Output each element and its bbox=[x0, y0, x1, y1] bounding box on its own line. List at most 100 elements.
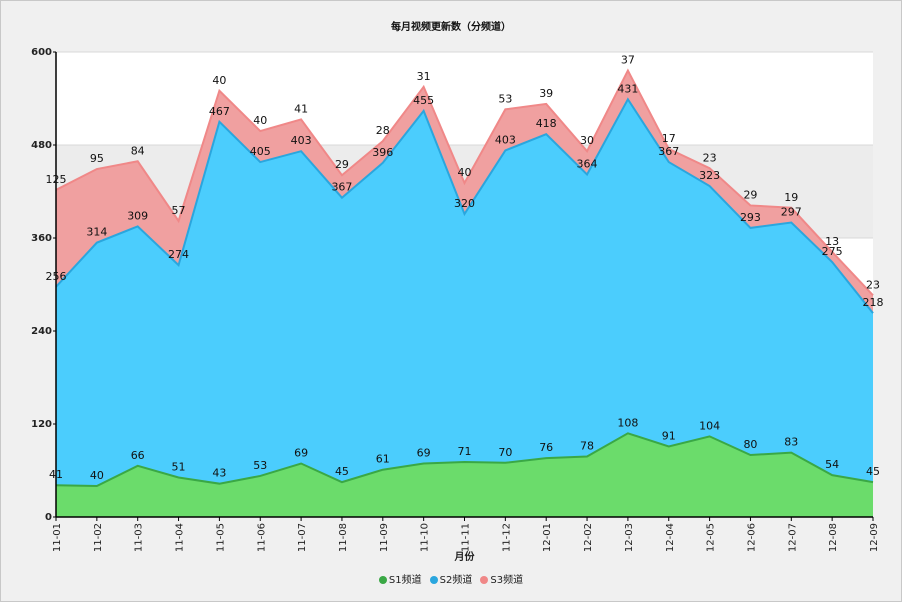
data-label: 256 bbox=[46, 270, 67, 283]
x-tick-label: 12-01 bbox=[542, 523, 553, 552]
legend-swatch bbox=[480, 576, 489, 584]
x-tick-label: 12-07 bbox=[787, 523, 798, 552]
x-tick-label: 11-02 bbox=[93, 523, 104, 552]
data-label: 314 bbox=[86, 226, 107, 239]
x-tick-label: 12-08 bbox=[828, 523, 839, 552]
data-label: 84 bbox=[131, 144, 145, 157]
data-label: 39 bbox=[539, 87, 553, 100]
x-tick-label: 11-09 bbox=[379, 523, 390, 552]
series-area-1 bbox=[56, 433, 873, 517]
data-label: 66 bbox=[131, 449, 145, 462]
data-label: 53 bbox=[498, 92, 512, 105]
data-label: 37 bbox=[621, 54, 635, 67]
data-label: 418 bbox=[536, 117, 557, 130]
data-label: 467 bbox=[209, 105, 230, 118]
x-tick-label: 11-03 bbox=[134, 523, 145, 552]
data-label: 40 bbox=[212, 74, 226, 87]
data-label: 45 bbox=[335, 465, 349, 478]
data-label: 403 bbox=[291, 134, 312, 147]
chart-title: 每月视频更新数（分频道） bbox=[391, 22, 511, 33]
x-tick-label: 11-06 bbox=[256, 523, 267, 552]
y-tick-label: 240 bbox=[31, 326, 52, 337]
data-label: 29 bbox=[335, 158, 349, 171]
x-tick-label: 11-12 bbox=[501, 523, 512, 552]
y-tick-label: 480 bbox=[31, 140, 52, 151]
data-label: 40 bbox=[458, 166, 472, 179]
x-tick-label: 12-04 bbox=[665, 523, 676, 552]
x-tick-label: 12-02 bbox=[583, 523, 594, 552]
legend-label: S2频道 bbox=[439, 575, 473, 586]
data-label: 54 bbox=[825, 458, 839, 471]
data-label: 30 bbox=[580, 134, 594, 147]
data-label: 70 bbox=[498, 446, 512, 459]
y-tick-label: 120 bbox=[31, 419, 52, 430]
data-label: 69 bbox=[417, 447, 431, 460]
data-label: 19 bbox=[784, 191, 798, 204]
x-tick-label: 12-06 bbox=[746, 523, 757, 552]
x-tick-label: 11-07 bbox=[297, 523, 308, 552]
x-tick-label: 12-03 bbox=[624, 523, 635, 552]
data-label: 83 bbox=[784, 436, 798, 449]
data-label: 323 bbox=[699, 169, 720, 182]
data-label: 293 bbox=[740, 211, 761, 224]
data-label: 13 bbox=[825, 235, 839, 248]
data-label: 405 bbox=[250, 145, 271, 158]
y-tick-label: 600 bbox=[31, 47, 52, 58]
legend-label: S3频道 bbox=[490, 575, 524, 586]
data-label: 403 bbox=[495, 133, 516, 146]
data-label: 320 bbox=[454, 197, 475, 210]
data-label: 80 bbox=[743, 438, 757, 451]
data-label: 43 bbox=[212, 467, 226, 480]
y-tick-label: 360 bbox=[31, 233, 52, 244]
data-label: 367 bbox=[331, 181, 352, 194]
data-label: 91 bbox=[662, 429, 676, 442]
data-label: 309 bbox=[127, 209, 148, 222]
x-tick-label: 11-01 bbox=[52, 523, 63, 552]
x-tick-label: 12-09 bbox=[869, 523, 880, 552]
data-label: 23 bbox=[703, 151, 717, 164]
data-label: 364 bbox=[577, 157, 598, 170]
data-label: 17 bbox=[662, 132, 676, 145]
data-label: 41 bbox=[294, 102, 308, 115]
legend-swatch bbox=[378, 576, 387, 584]
data-label: 61 bbox=[376, 453, 390, 466]
data-label: 125 bbox=[46, 173, 67, 186]
data-label: 396 bbox=[372, 146, 393, 159]
y-tick-label: 0 bbox=[45, 512, 52, 523]
data-label: 71 bbox=[458, 445, 472, 458]
data-label: 218 bbox=[863, 296, 884, 309]
legend-label: S1频道 bbox=[388, 575, 422, 586]
x-tick-label: 11-08 bbox=[338, 523, 349, 552]
x-axis-label: 月份 bbox=[454, 550, 476, 563]
data-label: 275 bbox=[822, 245, 843, 258]
data-label: 367 bbox=[658, 145, 679, 158]
data-label: 69 bbox=[294, 447, 308, 460]
data-label: 455 bbox=[413, 94, 434, 107]
series-area-2 bbox=[56, 99, 873, 518]
data-label: 431 bbox=[617, 82, 638, 95]
x-tick-label: 11-04 bbox=[175, 523, 186, 552]
x-tick-label: 11-05 bbox=[215, 523, 226, 552]
legend-item-s1[interactable]: S1频道 bbox=[378, 571, 422, 586]
data-label: 28 bbox=[376, 124, 390, 137]
series-line-1 bbox=[55, 432, 874, 488]
legend-item-s3[interactable]: S3频道 bbox=[480, 571, 523, 586]
data-label: 40 bbox=[253, 114, 267, 127]
series-line-2 bbox=[55, 97, 874, 314]
legend-item-s2[interactable]: S2频道 bbox=[429, 571, 473, 586]
data-label: 297 bbox=[781, 206, 802, 219]
series-line-3 bbox=[55, 68, 874, 297]
x-tick-label: 12-05 bbox=[706, 523, 717, 552]
x-tick-label: 11-11 bbox=[461, 523, 472, 552]
data-label: 76 bbox=[539, 441, 553, 454]
data-label: 41 bbox=[49, 468, 63, 481]
chart-legend: S1频道 S2频道 S3频道 bbox=[0, 571, 902, 586]
legend-swatch bbox=[429, 576, 438, 584]
data-label: 53 bbox=[253, 459, 267, 472]
x-tick-label: 11-10 bbox=[420, 523, 431, 552]
data-label: 45 bbox=[866, 465, 880, 478]
data-label: 57 bbox=[172, 204, 186, 217]
data-label: 29 bbox=[743, 188, 757, 201]
data-label: 274 bbox=[168, 248, 189, 261]
